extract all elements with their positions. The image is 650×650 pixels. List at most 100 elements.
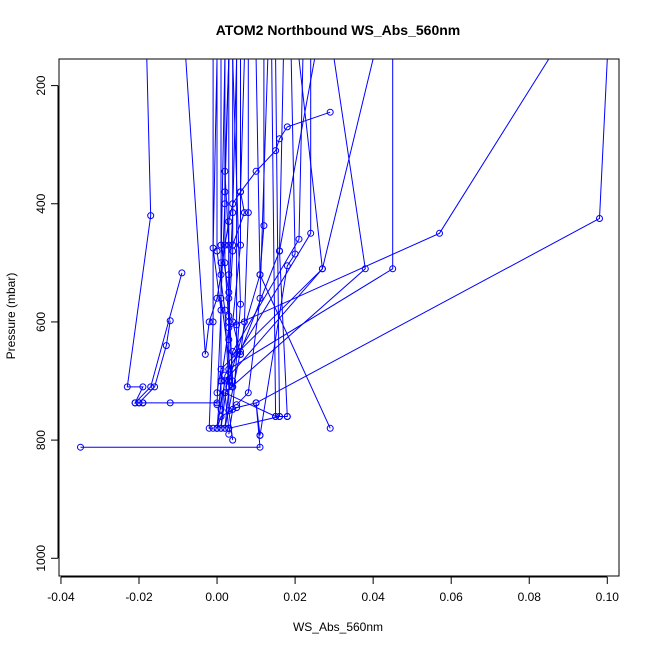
- data-point: [318, 265, 326, 273]
- x-tick-label: 0.08: [518, 590, 542, 604]
- data-point: [217, 377, 225, 385]
- data-point: [240, 318, 248, 326]
- data-point: [217, 424, 225, 432]
- data-point: [244, 389, 252, 397]
- data-point: [256, 431, 264, 439]
- series-31: [233, 59, 241, 358]
- x-tick-label: 0.10: [596, 590, 620, 604]
- data-point: [225, 407, 233, 415]
- data-point: [229, 247, 237, 255]
- data-point: [244, 209, 252, 217]
- data-point: [209, 318, 217, 326]
- series-16: [233, 59, 269, 409]
- series-line: [255, 59, 331, 429]
- data-point: [240, 209, 248, 217]
- data-point: [147, 383, 155, 391]
- x-tick-label: 0.06: [440, 590, 464, 604]
- series-line: [216, 59, 374, 393]
- data-point: [283, 123, 291, 131]
- data-point: [225, 271, 233, 279]
- data-point: [276, 247, 283, 255]
- plot-frame: [58, 58, 620, 577]
- data-point: [436, 229, 443, 237]
- series-36: [221, 59, 280, 420]
- data-point: [213, 401, 221, 409]
- data-point: [307, 229, 315, 237]
- x-tick-label: -0.02: [125, 590, 153, 604]
- data-point: [596, 215, 603, 222]
- series-line: [224, 59, 277, 418]
- x-tick-label: 0.00: [205, 590, 229, 604]
- series-34: [213, 59, 326, 432]
- data-point: [260, 222, 268, 230]
- data-point: [178, 269, 186, 277]
- series-line: [220, 59, 234, 387]
- data-point: [326, 108, 334, 116]
- data-point: [237, 241, 244, 249]
- data-point: [123, 383, 131, 391]
- y-axis-label: Pressure (mbar): [4, 273, 18, 360]
- series-line: [216, 59, 323, 429]
- series-line: [240, 59, 249, 355]
- data-point: [233, 401, 241, 409]
- data-point: [166, 317, 174, 325]
- series-27: [205, 59, 217, 432]
- data-point: [326, 424, 334, 432]
- series-line: [208, 59, 214, 429]
- data-point: [237, 350, 244, 358]
- series-33: [256, 59, 299, 439]
- data-point: [295, 235, 303, 243]
- series-29: [225, 59, 237, 444]
- data-point: [283, 262, 291, 270]
- data-point: [389, 265, 397, 273]
- data-point: [217, 259, 225, 267]
- series-32: [237, 59, 252, 358]
- x-tick-label: 0.02: [283, 590, 307, 604]
- data-point: [162, 342, 170, 350]
- series-line: [133, 272, 183, 404]
- x-tick-label: -0.04: [47, 590, 75, 604]
- data-point: [237, 300, 244, 308]
- plot-area: [58, 58, 620, 577]
- data-point: [225, 424, 233, 432]
- series-line: [236, 59, 269, 406]
- data-point: [276, 413, 283, 420]
- data-point: [201, 350, 209, 358]
- y-axis: 200 400 600 800 1000: [34, 75, 59, 572]
- series-line: [80, 402, 261, 448]
- data-point: [221, 389, 229, 397]
- y-tick-label: 400: [34, 193, 48, 213]
- series-line: [228, 59, 281, 429]
- data-point: [147, 212, 155, 220]
- data-point: [205, 424, 213, 432]
- data-point: [139, 383, 147, 391]
- series-line: [220, 59, 394, 429]
- y-tick-label: 200: [34, 75, 48, 95]
- series-35: [225, 59, 283, 432]
- data-point: [256, 271, 264, 279]
- series-line: [126, 59, 217, 404]
- data-point: [229, 436, 237, 444]
- data-point: [272, 413, 280, 420]
- chart-title: ATOM2 Northbound WS_Abs_560nm: [216, 22, 461, 38]
- series-3: [131, 269, 186, 407]
- series-line: [212, 59, 222, 405]
- series-line: [220, 59, 312, 429]
- data-point: [361, 265, 369, 273]
- data-point: [252, 399, 260, 407]
- y-tick-label: 600: [34, 312, 48, 332]
- data-point: [166, 399, 174, 407]
- series-line: [216, 59, 608, 429]
- data-point: [221, 424, 229, 432]
- series-line: [216, 59, 550, 429]
- y-tick-label: 1000: [34, 545, 48, 572]
- data-point: [205, 318, 213, 326]
- y-tick-label: 800: [34, 430, 48, 450]
- series-4: [213, 59, 608, 432]
- data-point: [252, 167, 260, 175]
- data-point: [209, 424, 217, 432]
- data-point: [131, 399, 139, 407]
- data-point: [139, 399, 147, 407]
- data-point: [151, 383, 159, 391]
